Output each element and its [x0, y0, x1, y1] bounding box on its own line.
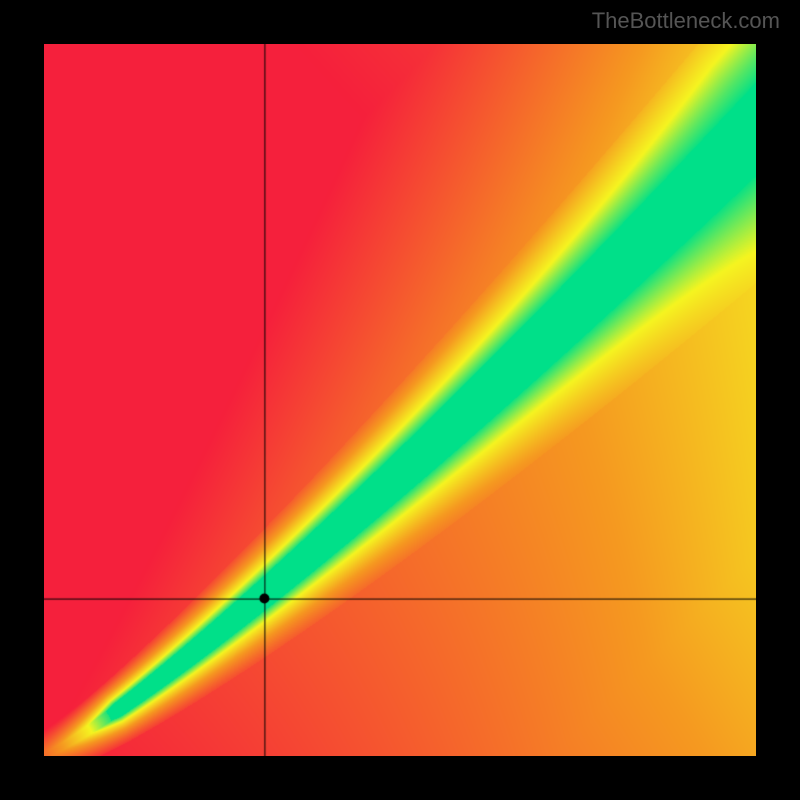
heatmap-plot	[44, 44, 756, 756]
heatmap-canvas	[44, 44, 756, 756]
watermark-text: TheBottleneck.com	[592, 8, 780, 34]
chart-container: TheBottleneck.com	[0, 0, 800, 800]
